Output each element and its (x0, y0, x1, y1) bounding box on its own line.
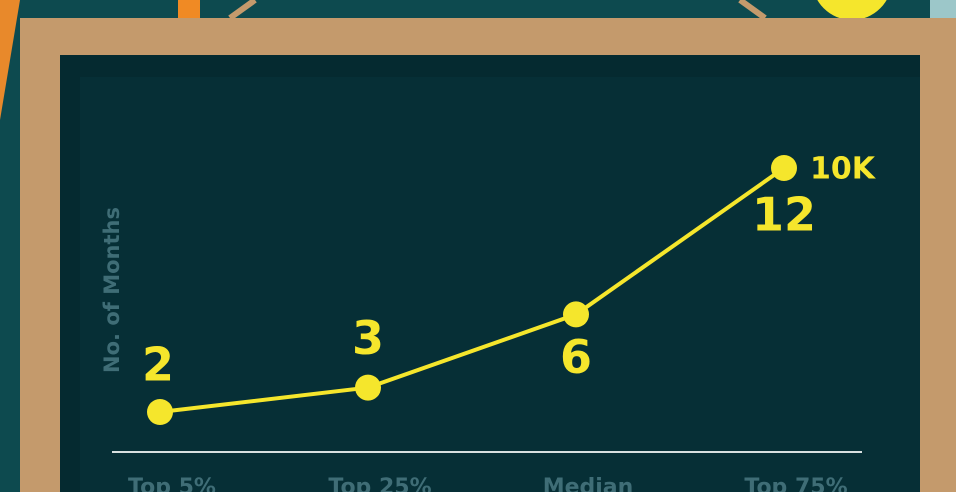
value-label: 6 (560, 330, 592, 384)
point (147, 399, 173, 425)
page: {"chart_data": {"type": "line", "y_label… (0, 0, 956, 492)
y-axis-label: No. of Months (100, 207, 124, 373)
chart: No. of Months 2 Top 5% 3 Top 25% 6 Median 12 To… (0, 0, 956, 492)
value-label: 3 (352, 311, 384, 365)
x-tick-label: Top 25% (328, 475, 431, 492)
x-tick-label: Top 75% (744, 475, 847, 492)
value-label: 12 (752, 188, 816, 242)
annotation: 10K (810, 152, 877, 187)
point (355, 375, 381, 401)
point (771, 155, 797, 181)
decor (930, 0, 956, 18)
decor (178, 0, 200, 18)
x-tick-label: Top 5% (128, 475, 216, 492)
value-label: 2 (142, 338, 174, 392)
x-tick-label: Median (543, 475, 634, 492)
point (563, 301, 589, 327)
board-inner (80, 77, 920, 492)
